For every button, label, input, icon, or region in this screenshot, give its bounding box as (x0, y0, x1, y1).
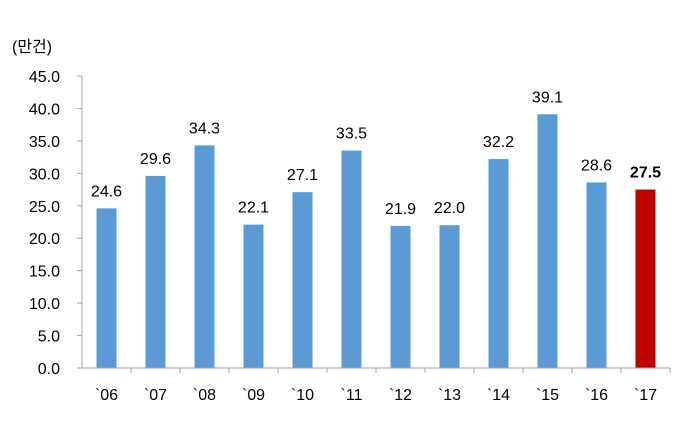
y-tick-label: 10.0 (29, 296, 60, 313)
y-tick-label: 30.0 (29, 166, 60, 183)
x-tick-label: `15 (536, 387, 559, 404)
y-tick-label: 0.0 (38, 361, 60, 378)
x-tick-label: `12 (389, 387, 412, 404)
x-tick-label: `07 (144, 387, 167, 404)
data-label-3: 22.1 (238, 200, 269, 217)
data-label-2: 34.3 (189, 120, 220, 137)
data-label-7: 22.0 (434, 200, 465, 217)
x-axis-ticks: `06 `07 `08 `09 `10 `11 `12 `13 `14 `15 `16 `17 (95, 368, 671, 404)
bar-1 (145, 175, 166, 368)
y-axis-ticks: 0.0 5.0 10.0 15.0 20.0 25.0 30.0 35.0 40.0 45.0 (29, 69, 82, 378)
bar-8 (488, 159, 509, 368)
y-tick-label: 35.0 (29, 134, 60, 151)
bar-6 (390, 225, 411, 368)
x-tick-label: `13 (438, 387, 461, 404)
y-tick-label: 25.0 (29, 199, 60, 216)
data-label-4: 27.1 (287, 167, 318, 184)
data-label-6: 21.9 (385, 201, 416, 218)
bar-5 (341, 150, 362, 368)
bar-2 (194, 145, 215, 368)
y-tick-label: 45.0 (29, 69, 60, 86)
x-tick-label: `14 (487, 387, 510, 404)
bar-9 (537, 114, 558, 368)
x-tick-label: `09 (242, 387, 265, 404)
data-label-11: 27.5 (630, 165, 661, 182)
data-label-1: 29.6 (140, 151, 171, 168)
data-labels: 24.6 29.6 34.3 22.1 27.1 33.5 21.9 22.0 32.2 39.1… (91, 89, 661, 218)
data-label-8: 32.2 (483, 134, 514, 151)
y-tick-label: 20.0 (29, 231, 60, 248)
x-tick-label: `06 (95, 387, 118, 404)
bars (96, 114, 656, 368)
bar-7 (439, 225, 460, 368)
data-label-9: 39.1 (532, 89, 563, 106)
bar-0 (96, 208, 117, 368)
x-tick-label: `16 (585, 387, 608, 404)
y-tick-label: 15.0 (29, 264, 60, 281)
x-tick-label: `08 (193, 387, 216, 404)
bar-4 (292, 192, 313, 368)
data-label-10: 28.6 (581, 157, 612, 174)
x-tick-label: `11 (341, 387, 363, 404)
data-label-5: 33.5 (336, 126, 367, 143)
x-tick-label: `10 (291, 387, 314, 404)
bar-10 (586, 182, 607, 368)
x-tick-label: `17 (634, 387, 657, 404)
data-label-0: 24.6 (91, 183, 122, 200)
bar-11 (635, 189, 656, 368)
bar-3 (243, 224, 264, 368)
y-unit-label: (만건) (12, 38, 52, 56)
y-tick-label: 40.0 (29, 101, 60, 118)
y-tick-label: 5.0 (38, 329, 60, 346)
